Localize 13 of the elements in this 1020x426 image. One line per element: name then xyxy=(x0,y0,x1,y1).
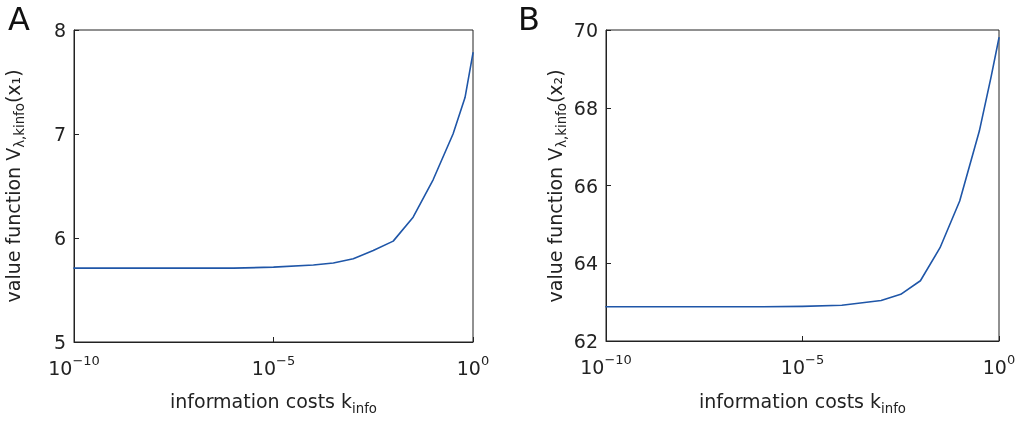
y-tick-label: 64 xyxy=(573,252,598,275)
y-tick-label: 62 xyxy=(573,330,598,352)
y-tick-label: 6 xyxy=(53,227,66,249)
chart-title: A xyxy=(8,0,30,38)
y-tick-label: 7 xyxy=(53,123,66,145)
chart-title: B xyxy=(518,0,540,38)
y-tick-label: 70 xyxy=(573,19,598,41)
y-tick-label: 5 xyxy=(53,331,66,353)
x-axis-title: information costs k$_{info}$ xyxy=(699,390,907,416)
y-tick-label: 8 xyxy=(53,19,66,41)
y-tick-label: 66 xyxy=(573,174,598,197)
x-axis-title: information costs k$_{info}$ xyxy=(170,390,378,416)
y-tick-label: 68 xyxy=(573,96,598,119)
